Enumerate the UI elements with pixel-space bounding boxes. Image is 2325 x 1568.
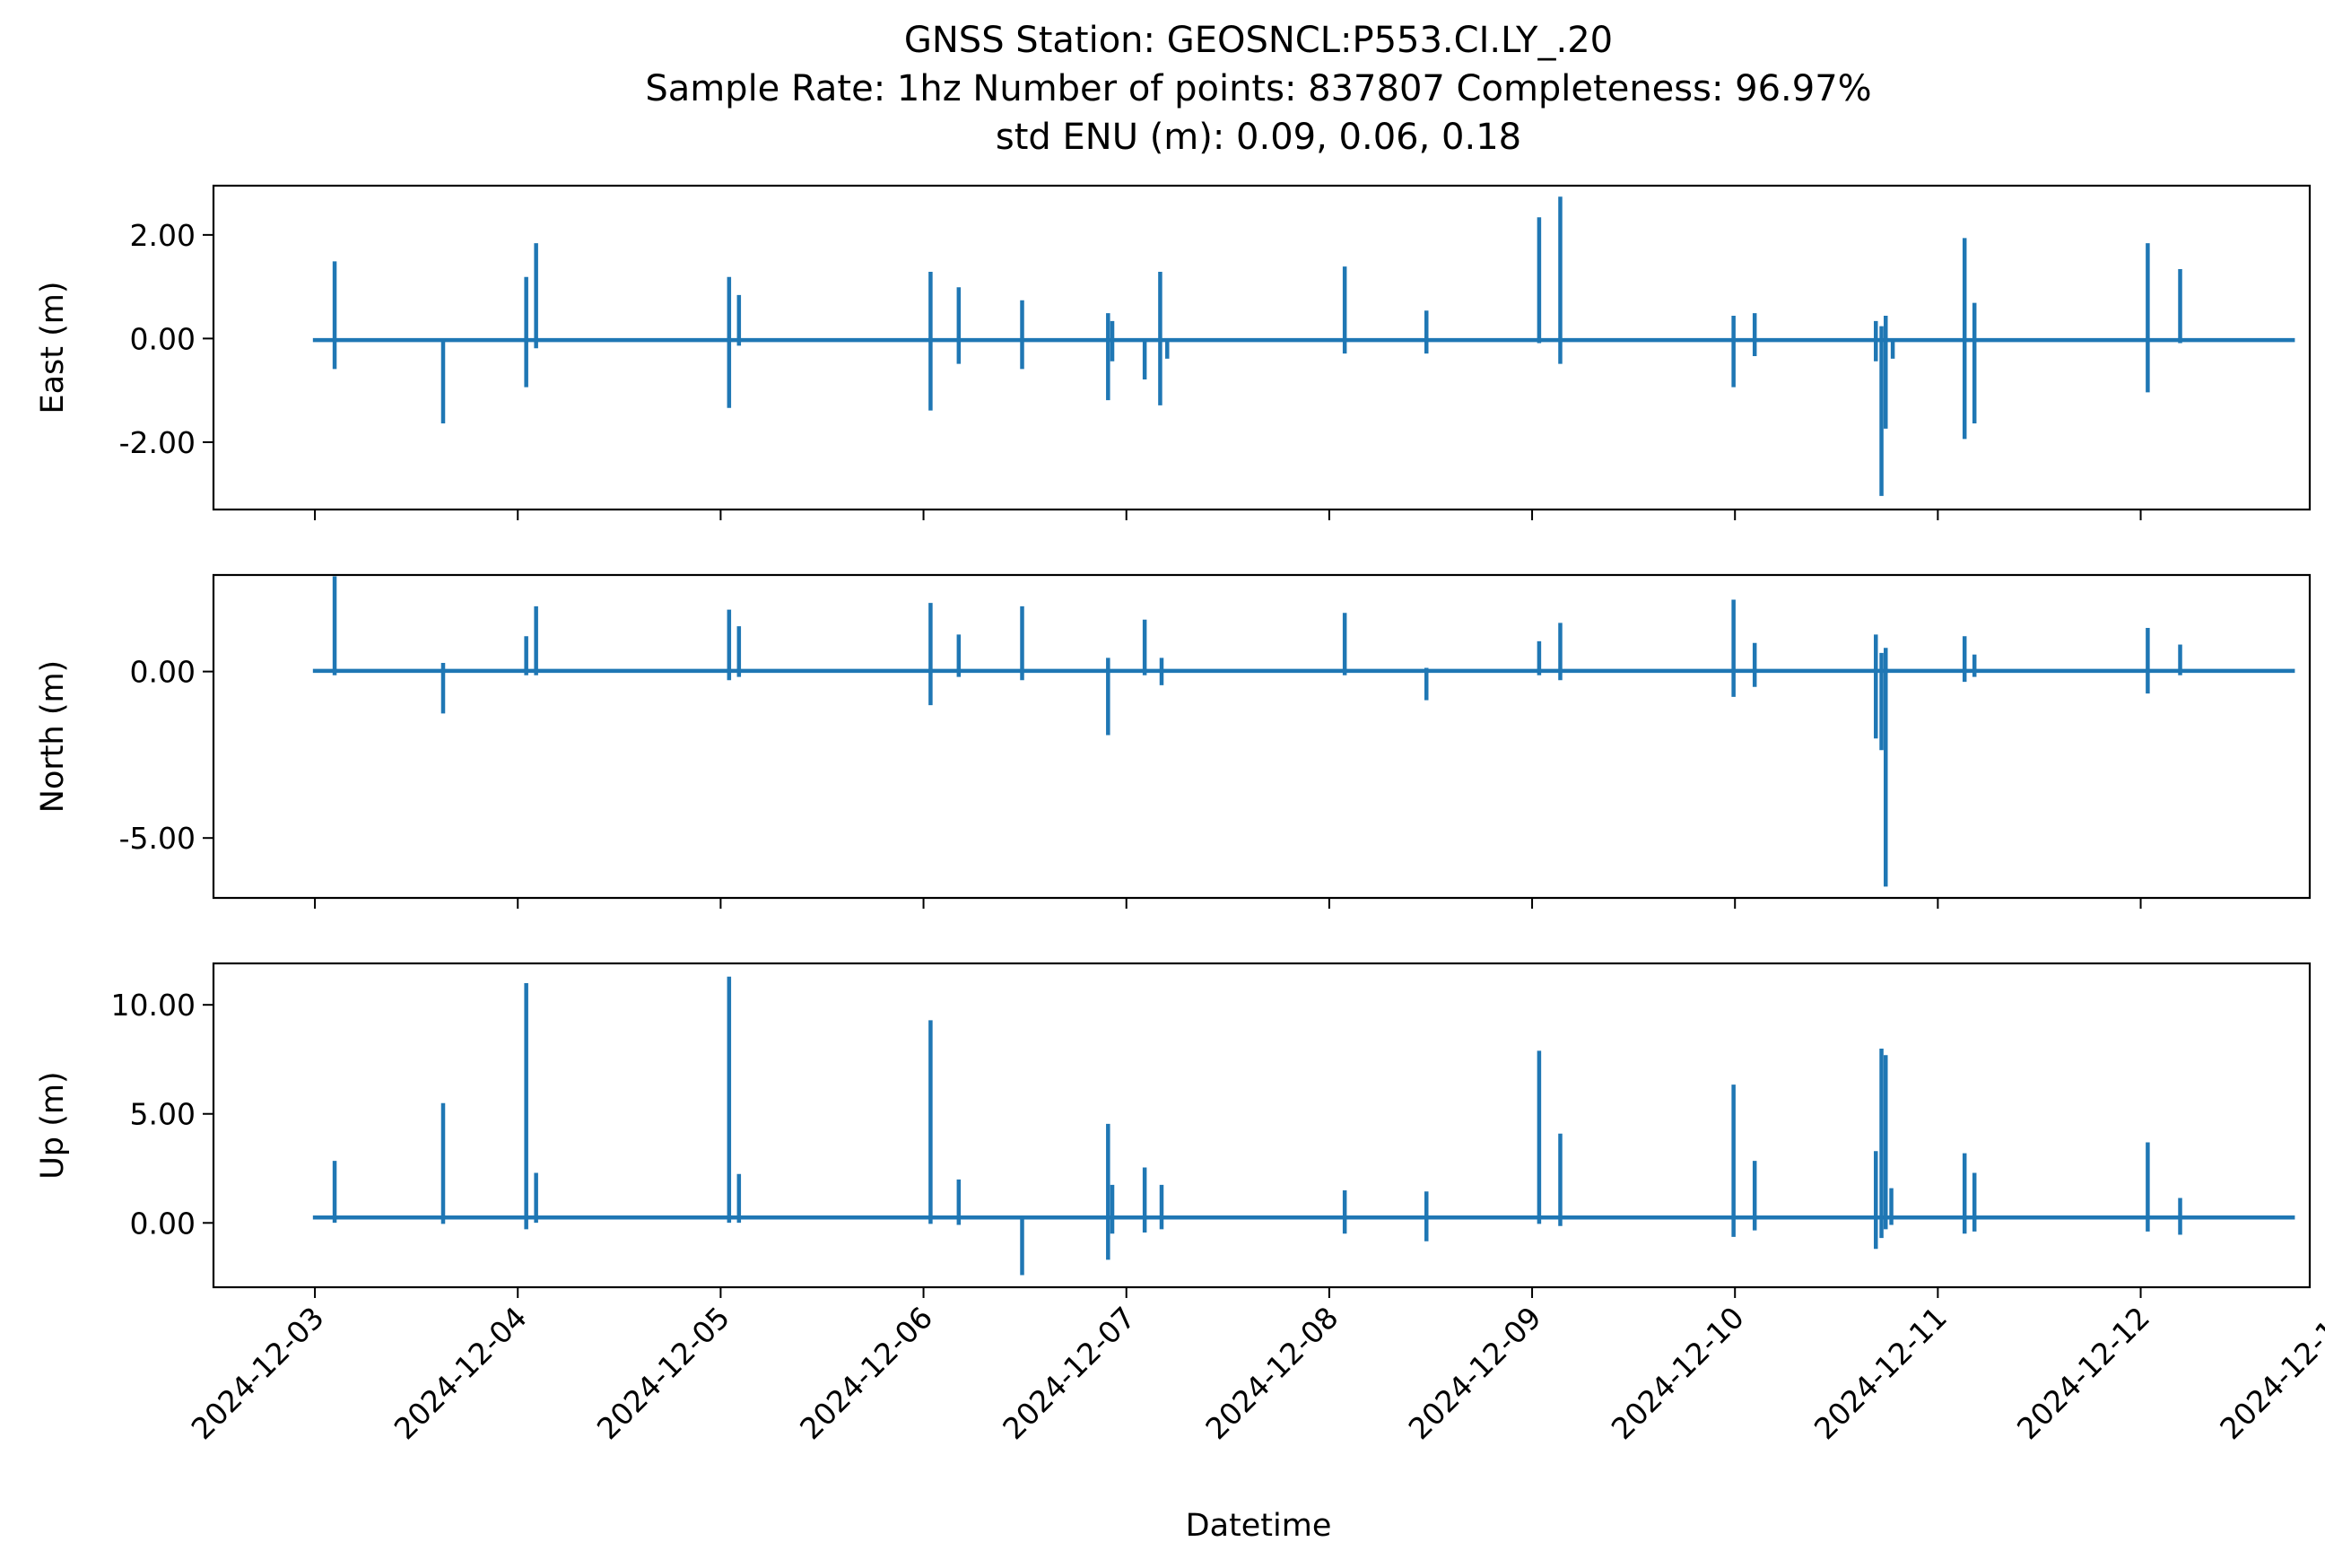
up-y-tick-label: 10.00 (111, 988, 196, 1023)
chart-title-line-2: Sample Rate: 1hz Number of points: 83780… (645, 68, 1871, 109)
east-y-tick-label: -2.00 (119, 425, 196, 460)
up-y-tick-label: 0.00 (130, 1206, 196, 1241)
east-y-tick-label: 2.00 (130, 218, 196, 253)
north-y-axis-label: North (m) (35, 660, 71, 813)
north-y-tick-label: -5.00 (119, 821, 196, 856)
east-y-tick-label: 0.00 (130, 321, 196, 356)
chart-title-line-1: GNSS Station: GEOSNCL:P553.CI.LY_.20 (904, 20, 1613, 61)
up-y-axis-label: Up (m) (35, 1071, 71, 1179)
east-y-axis-label: East (m) (35, 281, 71, 414)
up-y-tick-label: 5.00 (130, 1097, 196, 1132)
up-axes-frame (212, 962, 2312, 1289)
north-panel: 0.00 -5.00 North (m) (35, 573, 2312, 909)
east-axes-frame (212, 184, 2312, 511)
east-panel: 2.00 0.00 -2.00 East (m) (35, 184, 2312, 520)
x-axis-label: Datetime (1186, 1508, 1332, 1544)
chart-title-line-3: std ENU (m): 0.09, 0.06, 0.18 (996, 117, 1521, 158)
north-y-tick-label: 0.00 (130, 655, 196, 690)
north-axes-frame (212, 573, 2312, 900)
